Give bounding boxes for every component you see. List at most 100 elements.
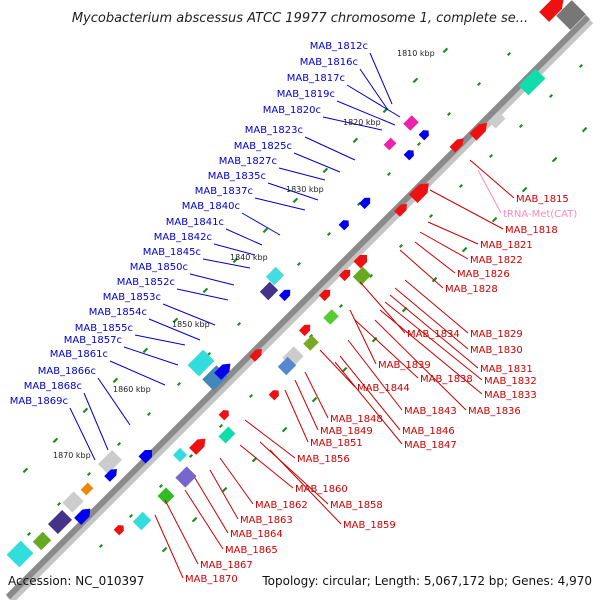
gene-label-forward: MAB_1819c [277, 89, 335, 100]
gene-feature-38 [104, 469, 117, 482]
tick-track-inner-left [416, 141, 422, 147]
tick-track-inner-right [98, 543, 104, 549]
tick-track-outer-left [352, 137, 359, 144]
gene-feature-7 [383, 137, 397, 151]
gene-label-reverse: MAB_1818 [505, 225, 558, 236]
callout-line-reverse [394, 287, 469, 350]
gene-feature-20 [318, 289, 331, 302]
gene-label-forward: MAB_1835c [208, 171, 266, 182]
kbp-mark-1850: 1850 kbp [172, 320, 210, 329]
tick-track-inner-right [338, 303, 344, 309]
gene-feature-4 [469, 122, 488, 141]
gene-label-reverse: MAB_1828 [445, 284, 498, 295]
tick-track-outer-right [341, 366, 348, 373]
gene-label-reverse: MAB_1870 [185, 574, 238, 585]
callout-line-forward [148, 318, 201, 341]
tick-track-outer-left [142, 347, 149, 354]
gene-feature-23 [303, 335, 319, 351]
gene-label-reverse: MAB_1846 [402, 426, 455, 437]
gene-label-reverse: MAB_1833 [484, 390, 537, 401]
gene-label-forward: MAB_1827c [219, 156, 277, 167]
gene-feature-45 [80, 482, 94, 496]
gene-callouts: MAB_1812c MAB_1816c MAB_1817c MAB_1819c MAB_… [10, 41, 578, 585]
tick-track-inner-left [26, 531, 32, 537]
gene-label-reverse: MAB_1848 [330, 414, 383, 425]
gene-feature-10 [408, 183, 429, 204]
gene-label-reverse: MAB_1838 [420, 374, 473, 385]
tick-track-outer-right [161, 546, 168, 553]
tick-track-outer-right [551, 156, 558, 163]
callout-line-forward [241, 212, 281, 236]
gene-label-reverse: MAB_1844 [357, 383, 410, 394]
callout-line-reverse [164, 499, 199, 565]
tick-track-inner-left [296, 261, 302, 267]
callout-line-forward [134, 334, 186, 346]
gene-label-forward: MAB_1845c [143, 247, 201, 258]
gene-feature-17 [265, 266, 285, 286]
tick-track-inner-right [548, 93, 554, 99]
gene-label-forward: MAB_1820c [263, 105, 321, 116]
gene-feature-16 [338, 269, 351, 282]
callout-line-reverse [239, 444, 294, 489]
gene-label-reverse: MAB_1860 [295, 484, 348, 495]
callout-line-forward [267, 182, 319, 201]
callout-line-reverse [354, 319, 419, 379]
tick-track-outer-left [262, 227, 269, 234]
callout-line-forward [278, 167, 326, 181]
callout-line-reverse [469, 159, 515, 199]
callout-line-forward [369, 52, 393, 105]
gene-label-forward: MAB_1837c [195, 186, 253, 197]
callout-line-reverse [304, 371, 329, 419]
gene-label-reverse: MAB_1843 [404, 406, 457, 417]
callout-line-reverse [347, 339, 403, 411]
kbp-mark-1840: 1840 kbp [230, 253, 268, 262]
gene-label-forward: MAB_1840c [182, 201, 240, 212]
callout-line-forward [189, 273, 235, 286]
callout-line-reverse [339, 355, 401, 431]
gene-feature-14 [353, 254, 368, 269]
callout-line-forward [322, 116, 383, 131]
callout-line-forward [162, 303, 216, 326]
callout-line-reverse [414, 241, 456, 274]
gene-label-forward: MAB_1850c [130, 262, 188, 273]
gene-label-reverse: MAB_1862 [255, 500, 308, 511]
tick-track-outer-right [461, 246, 468, 253]
gene-label-reverse: MAB_1865 [225, 545, 278, 556]
gene-label-reverse: MAB_1863 [240, 515, 293, 526]
gene-label-forward: MAB_1854c [89, 307, 147, 318]
tick-track-inner-right [578, 63, 584, 69]
gene-features [6, 0, 586, 568]
gene-feature-36 [138, 449, 153, 464]
tick-track-outer-left [52, 437, 59, 444]
gene-feature-3 [488, 111, 506, 129]
tick-track-outer-left [232, 257, 239, 264]
gene-feature-12 [358, 197, 371, 210]
callout-line-reverse [427, 221, 479, 245]
gene-label-reverse: MAB_1834 [407, 329, 460, 340]
gene-label-reverse: MAB_1815 [516, 194, 569, 205]
gene-label-reverse: MAB_1864 [230, 529, 283, 540]
tick-track-inner-right [128, 513, 134, 519]
callout-line-forward [213, 243, 256, 256]
callout-line-forward [336, 100, 396, 126]
callout-line-forward [359, 68, 389, 111]
gene-feature-39 [157, 487, 175, 505]
callout-line-reverse [259, 441, 329, 505]
callout-line-forward [176, 288, 229, 301]
tick-track-inner-left [86, 471, 92, 477]
tick-track-outer-right [281, 426, 288, 433]
gene-feature-48 [556, 0, 586, 30]
callout-line-forward [254, 197, 306, 211]
tick-track-outer-right [221, 486, 228, 493]
callout-line-forward [97, 377, 131, 426]
tick-track-outer-right [311, 396, 318, 403]
gene-feature-40 [132, 511, 152, 531]
tick-track-outer-left [442, 47, 449, 54]
tick-track-outer-left [202, 287, 209, 294]
tick-track-inner-right [458, 183, 464, 189]
gene-label-reverse: MAB_1858 [330, 500, 383, 511]
kbp-mark-1870: 1870 kbp [53, 451, 91, 460]
callout-line-reverse [389, 294, 479, 369]
callout-line-reverse [384, 301, 483, 381]
